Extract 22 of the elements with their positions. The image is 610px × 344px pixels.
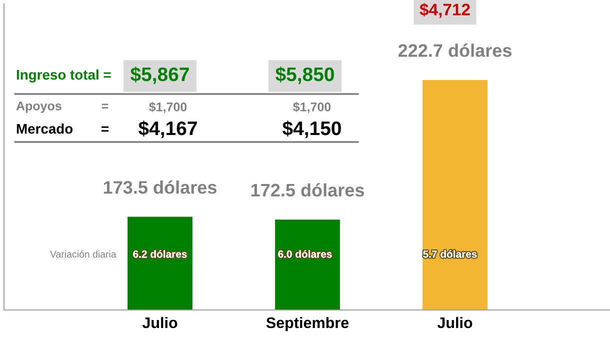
data-label: 172.5 dólares [251, 183, 364, 197]
annotation: $1,700 [149, 102, 187, 114]
annotation: $1,700 [293, 102, 331, 114]
x-tick-label: Septiembre [266, 316, 349, 332]
annotation: Mercado [16, 124, 73, 134]
annotation: Variación diaria [50, 250, 116, 258]
annotation: $4,167 [138, 120, 197, 138]
annotation: $5,850 [276, 66, 334, 84]
annotation: = [102, 104, 108, 108]
annotation: 5.7 dólares [423, 250, 477, 258]
annotation: Ingreso total = [16, 69, 111, 83]
annotation: = [102, 126, 108, 132]
annotation: $4,150 [282, 120, 341, 138]
x-tick-label: Julio [437, 316, 472, 328]
x-tick-label: Julio [142, 316, 178, 328]
annotation: 6.0 dólares [278, 250, 332, 258]
annotation: $5,867 [130, 66, 189, 84]
data-label: 173.5 dólares [104, 180, 216, 194]
annotation: $4,712 [420, 2, 470, 18]
annotation: 6.2 dólares [133, 250, 187, 258]
data-label: 222.7 dólares [398, 44, 512, 57]
annotation: Apoyos [16, 102, 62, 113]
